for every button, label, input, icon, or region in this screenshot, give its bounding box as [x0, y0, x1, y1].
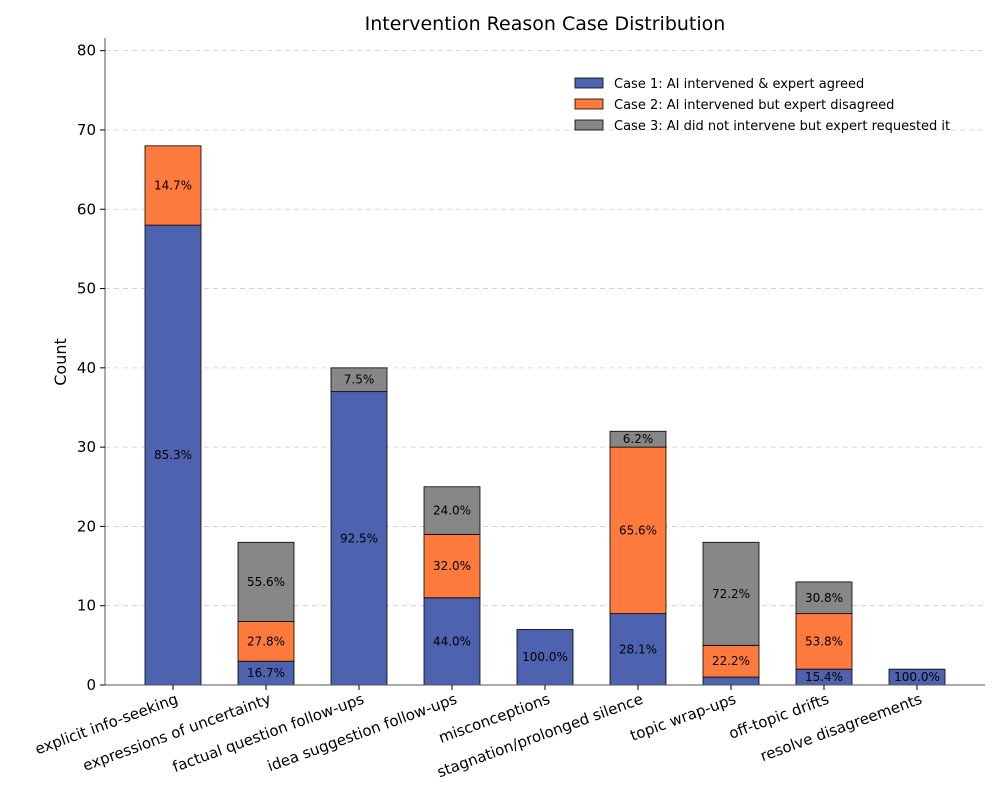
bar-value-label: 55.6%	[247, 575, 285, 589]
bar-value-label: 85.3%	[154, 448, 192, 462]
bar-segment-series-3	[237, 541, 295, 622]
bar-value-label: 44.0%	[433, 634, 471, 648]
bar-segment-series-3	[795, 581, 853, 615]
bar-value-label: 14.7%	[154, 178, 192, 192]
bar-segment-series-1	[144, 224, 202, 686]
bar-value-label: 100.0%	[522, 650, 568, 664]
legend-swatch	[574, 77, 604, 89]
bar-value-label: 16.7%	[247, 666, 285, 680]
legend-swatch	[574, 119, 604, 131]
legend-entry-label: Case 3: AI did not intervene but expert …	[614, 119, 950, 134]
bar-segment-series-2	[795, 613, 853, 670]
bar-segment-series-2	[144, 145, 202, 226]
bar-value-label: 15.4%	[805, 670, 843, 684]
grid-lines	[105, 50, 985, 607]
bar-segment-series-2	[609, 446, 667, 615]
y-tick-label: 30	[77, 438, 96, 456]
bar-segment-series-3	[702, 541, 760, 646]
bar-value-label: 7.5%	[344, 373, 375, 387]
y-axis-label: Count	[51, 338, 70, 386]
y-tick-label: 80	[77, 42, 96, 60]
bar-segment-series-3	[609, 430, 667, 448]
x-tick-label: topic wrap-ups	[628, 690, 739, 745]
bar-segment-series-3	[330, 367, 388, 393]
y-tick-label: 10	[77, 597, 96, 615]
bar-segment-series-2	[423, 533, 481, 599]
bar-segment-series-2	[702, 644, 760, 678]
y-tick-label: 20	[77, 517, 96, 535]
legend-entry-label: Case 1: AI intervened & expert agreed	[614, 77, 864, 92]
bar-labels: 85.3% 14.7% 16.7% 27.8% 55.6% 92.5% 7.5% 44.0% 3…	[154, 178, 940, 684]
legend-entry-label: Case 2: AI intervened but expert disagre…	[614, 98, 894, 113]
bar-segment-series-3	[423, 486, 481, 535]
bar-segment-series-1	[330, 391, 388, 686]
bar-value-label: 30.8%	[805, 591, 843, 605]
y-tick-label: 0	[86, 676, 96, 694]
bar-value-label: 100.0%	[894, 670, 940, 684]
bar-value-label: 32.0%	[433, 559, 471, 573]
bar-segment-series-1	[423, 597, 481, 686]
bar-value-label: 22.2%	[712, 654, 750, 668]
bar-value-label: 6.2%	[623, 432, 654, 446]
axes	[104, 38, 985, 686]
chart-title: Intervention Reason Case Distribution	[365, 13, 726, 35]
bar-value-label: 28.1%	[619, 642, 657, 656]
bar-value-label: 27.8%	[247, 634, 285, 648]
x-tick-label: resolve disagreements	[758, 690, 925, 765]
y-ticks: 0 10 20 30 40 50 60 70 80	[77, 42, 105, 694]
y-tick-label: 40	[77, 359, 96, 377]
y-tick-label: 60	[77, 200, 96, 218]
bar-value-label: 65.6%	[619, 523, 657, 537]
legend-swatch	[574, 98, 604, 110]
bar-segment-series-1	[702, 676, 760, 686]
bar-segment-series-2	[237, 621, 295, 662]
bar-value-label: 92.5%	[340, 531, 378, 545]
bar-value-label: 72.2%	[712, 587, 750, 601]
bar-segment-series-1	[609, 613, 667, 686]
bar-value-label: 53.8%	[805, 634, 843, 648]
bar-value-label: 24.0%	[433, 504, 471, 518]
y-tick-label: 70	[77, 121, 96, 139]
legend: Case 1: AI intervened & expert agreed Cas…	[574, 77, 950, 134]
bars	[144, 145, 946, 686]
bar-segment-series-1	[516, 629, 574, 686]
y-tick-label: 50	[77, 280, 96, 298]
